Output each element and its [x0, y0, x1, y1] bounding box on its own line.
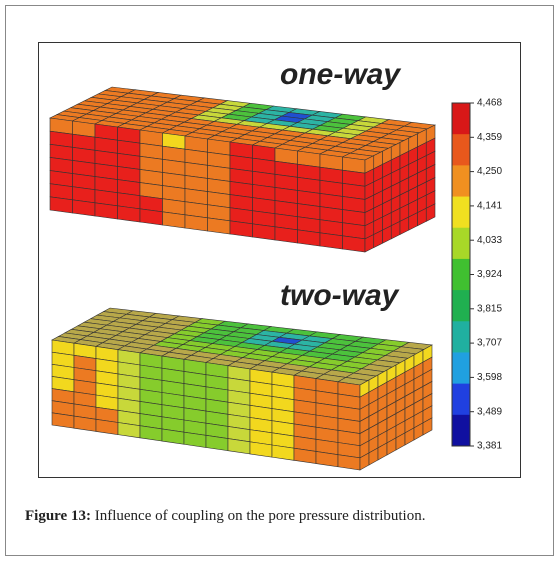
colorbar-tick-label: 4,250 [477, 166, 502, 177]
cell [422, 417, 433, 436]
cell [94, 202, 118, 220]
cell [342, 235, 366, 253]
colorbar-segment [452, 414, 470, 447]
colorbar: 4,468 4,359 4,250 4,141 4,033 3,924 3,815 3,707… [451, 98, 502, 452]
colorbar-segment [452, 383, 470, 416]
cell [162, 211, 186, 229]
colorbar-tick-label: 3,924 [477, 269, 502, 280]
cell [297, 229, 321, 247]
colorbar-segment [452, 290, 470, 322]
colorbar-segment [452, 227, 470, 260]
colorbar-tick-label: 4,359 [477, 132, 502, 143]
colorbar-tick-label: 4,033 [477, 235, 502, 246]
cell [229, 220, 253, 238]
block-label: one-way [280, 58, 401, 91]
colorbar-tick-label: 3,815 [477, 303, 502, 314]
colorbar-segment [452, 196, 470, 229]
colorbar-segment [452, 321, 470, 353]
colorbar-tick-label: 3,598 [477, 372, 502, 383]
cell [274, 226, 298, 244]
colorbar-segment [452, 258, 470, 291]
cell [425, 203, 436, 222]
colorbar-tick-label: 3,489 [477, 406, 502, 417]
cell [207, 217, 231, 235]
colorbar-segment [452, 165, 470, 198]
cell [184, 214, 208, 232]
caption: Figure 13: Influence of coupling on the … [25, 508, 425, 524]
cell [319, 232, 343, 250]
colorbar-segment [452, 134, 470, 166]
colorbar-segment [452, 103, 470, 135]
colorbar-tick-label: 3,381 [477, 441, 502, 452]
cell [49, 196, 73, 214]
cell [139, 208, 163, 226]
block-label: two-way [280, 279, 400, 312]
caption-text: Influence of coupling on the pore pressu… [95, 508, 426, 524]
colorbar-tick-label: 4,141 [477, 201, 502, 212]
colorbar-tick-label: 3,707 [477, 338, 502, 349]
colorbar-tick-label: 4,468 [477, 98, 502, 109]
cell [72, 199, 96, 217]
cell [252, 223, 276, 241]
caption-label: Figure 13: [25, 508, 91, 524]
blocks [48, 86, 437, 471]
colorbar-segment [452, 352, 470, 385]
cell [117, 205, 141, 223]
